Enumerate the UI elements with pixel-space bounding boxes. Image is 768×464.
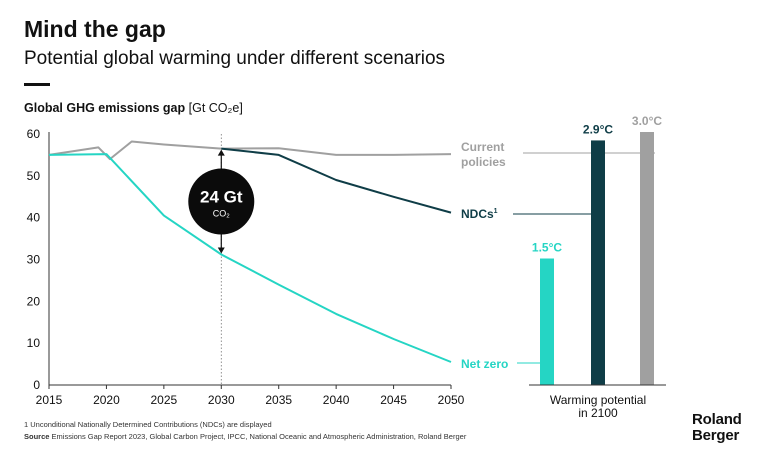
series-label-line: Net zero — [461, 357, 508, 371]
gap-arrow-head-up — [217, 149, 225, 156]
series-label-line: Current — [461, 140, 504, 154]
y-axis-label-text: Global GHG emissions gap — [24, 101, 186, 115]
gap-annotation-circle — [188, 168, 255, 235]
source-label: Source — [24, 432, 50, 441]
y-tick-label: 40 — [27, 211, 41, 225]
source-note: Source Emissions Gap Report 2023, Global… — [24, 432, 466, 441]
warming-bar-netzero — [540, 258, 554, 385]
roland-berger-logo: Roland Berger — [692, 412, 742, 444]
series-label-current: Current policies — [461, 140, 506, 169]
y-axis-label: Global GHG emissions gap [Gt CO₂e] — [24, 101, 243, 115]
y-tick-label: 0 — [33, 378, 40, 392]
series-label-superscript: 1 — [494, 208, 498, 215]
x-tick-label: 2020 — [93, 393, 120, 407]
series-line-ndc — [221, 147, 452, 214]
chart-title: Mind the gap — [24, 16, 166, 42]
y-tick-label: 30 — [27, 253, 41, 267]
bar-chart-title-line: in 2100 — [578, 406, 618, 420]
source-text: Emissions Gap Report 2023, Global Carbon… — [51, 432, 467, 441]
series-line-netzero — [48, 153, 452, 363]
x-tick-label: 2035 — [265, 393, 292, 407]
title-underline — [24, 83, 50, 86]
warming-bar-ndc — [591, 140, 605, 385]
warming-bar-label-netzero: 1.5°C — [532, 241, 562, 255]
x-tick-label: 2050 — [438, 393, 465, 407]
x-tick-label: 2015 — [36, 393, 63, 407]
chart-subtitle: Potential global warming under different… — [24, 48, 446, 69]
series-label-line: policies — [461, 155, 506, 169]
warming-bar-current — [640, 132, 654, 385]
logo-line-2: Berger — [692, 427, 740, 444]
y-tick-label: 60 — [27, 127, 41, 141]
series-label-line: NDCs — [461, 207, 494, 221]
bar-chart-title-line: Warming potential — [550, 393, 646, 407]
gap-annotation-unit: CO₂ — [213, 209, 231, 219]
x-tick-label: 2025 — [151, 393, 178, 407]
x-tick-label: 2045 — [380, 393, 407, 407]
series-label-ndc: NDCs1 — [461, 207, 498, 221]
series-label-netzero: Net zero — [461, 357, 508, 371]
x-tick-label: 2040 — [323, 393, 350, 407]
gap-annotation-value: 24 Gt — [200, 188, 243, 207]
x-tick-label: 2030 — [208, 393, 235, 407]
y-tick-label: 20 — [27, 294, 41, 308]
warming-bar-label-current: 3.0°C — [632, 114, 662, 128]
gap-arrow-head-down — [217, 247, 225, 254]
warming-bar-label-ndc: 2.9°C — [583, 122, 613, 136]
footnote: 1 Unconditional Nationally Determined Co… — [24, 420, 272, 429]
y-tick-label: 50 — [27, 169, 41, 183]
y-axis-label-unit: [Gt CO₂e] — [188, 101, 243, 115]
y-tick-label: 10 — [27, 336, 41, 350]
logo-line-1: Roland — [692, 411, 742, 428]
